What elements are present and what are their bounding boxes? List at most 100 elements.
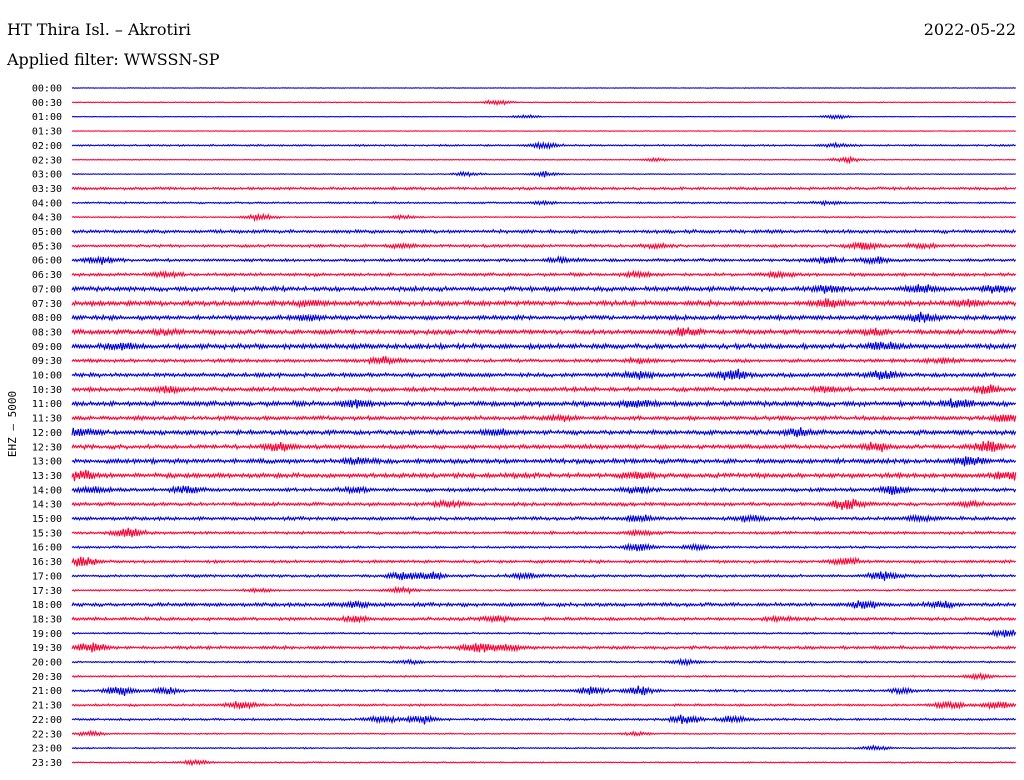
trace-1230	[71, 440, 1017, 452]
time-label: 11:30	[32, 414, 62, 425]
time-label: 13:30	[32, 471, 62, 482]
trace-0430	[71, 212, 1017, 223]
trace-1600	[71, 542, 1017, 552]
time-label: 14:00	[32, 485, 62, 496]
time-label: 17:30	[32, 586, 62, 597]
time-label: 12:30	[32, 442, 62, 453]
trace-0500	[71, 228, 1017, 235]
trace-1330	[71, 469, 1017, 482]
time-label: 02:00	[32, 141, 62, 152]
trace-0930	[71, 355, 1017, 366]
time-label: 03:00	[32, 170, 62, 181]
trace-2030	[71, 671, 1017, 681]
time-label: 19:00	[32, 629, 62, 640]
trace-0330	[71, 185, 1017, 192]
trace-1030	[71, 384, 1017, 395]
trace-1100	[71, 398, 1017, 409]
trace-0300	[71, 170, 1016, 178]
time-label: 09:00	[32, 342, 62, 353]
time-label: 00:30	[32, 98, 62, 109]
time-label: 20:30	[32, 672, 62, 683]
time-label: 07:30	[32, 299, 62, 310]
trace-0700	[71, 284, 1017, 294]
trace-1700	[71, 571, 1017, 581]
traces-group	[71, 87, 1017, 767]
trace-0800	[71, 311, 1017, 323]
trace-0730	[71, 298, 1017, 309]
time-label: 15:30	[32, 528, 62, 539]
trace-0900	[71, 341, 1017, 351]
time-label: 21:30	[32, 701, 62, 712]
trace-0600	[71, 254, 1017, 266]
trace-2100	[71, 685, 1017, 696]
trace-2330	[71, 758, 1016, 767]
trace-0530	[71, 241, 1017, 251]
trace-1630	[71, 556, 1017, 567]
time-label: 16:30	[32, 557, 62, 568]
time-label: 07:00	[32, 284, 62, 295]
time-label: 19:30	[32, 643, 62, 654]
trace-0830	[71, 327, 1017, 337]
trace-1930	[71, 642, 1017, 653]
trace-1500	[71, 513, 1017, 524]
time-label: 17:00	[32, 571, 62, 582]
trace-1200	[71, 427, 1017, 438]
time-label: 12:00	[32, 428, 62, 439]
trace-2300	[71, 744, 1016, 751]
trace-1430	[71, 498, 1017, 511]
time-label: 20:00	[32, 658, 62, 669]
trace-1800	[71, 599, 1017, 610]
trace-1000	[71, 368, 1017, 381]
station-title: HT Thira Isl. – Akrotiri	[7, 20, 191, 39]
trace-0230	[71, 155, 1017, 165]
time-label: 13:00	[32, 457, 62, 468]
time-label: 22:30	[32, 729, 62, 740]
time-label: 03:30	[32, 184, 62, 195]
trace-0000	[71, 87, 1016, 89]
time-label: 01:30	[32, 127, 62, 138]
trace-2200	[71, 714, 1017, 725]
time-label: 05:00	[32, 227, 62, 238]
time-labels-group: 00:00 00:30 01:00 01:30 02:00 02:30 03:00 03:30…	[32, 84, 62, 769]
trace-0630	[71, 269, 1017, 280]
trace-0130	[71, 130, 1016, 133]
time-label: 02:30	[32, 155, 62, 166]
time-label: 09:30	[32, 356, 62, 367]
trace-0400	[71, 199, 1017, 207]
time-label: 16:00	[32, 543, 62, 554]
time-label: 18:00	[32, 600, 62, 611]
time-label: 14:30	[32, 500, 62, 511]
time-label: 06:30	[32, 270, 62, 281]
trace-2230	[71, 729, 1017, 737]
time-label: 23:00	[32, 744, 62, 755]
time-label: 21:00	[32, 686, 62, 697]
time-label: 04:30	[32, 213, 62, 224]
time-label: 23:30	[32, 758, 62, 769]
trace-1130	[71, 413, 1017, 423]
time-label: 15:00	[32, 514, 62, 525]
trace-1530	[71, 527, 1017, 538]
trace-1400	[71, 484, 1017, 496]
time-label: 00:00	[32, 84, 62, 95]
time-label: 08:00	[32, 313, 62, 324]
time-label: 22:00	[32, 715, 62, 726]
time-label: 10:00	[32, 371, 62, 382]
trace-0030	[71, 99, 1016, 107]
trace-0200	[71, 140, 1017, 151]
trace-2000	[71, 657, 1016, 667]
time-label: 10:30	[32, 385, 62, 396]
trace-1300	[71, 456, 1017, 467]
time-label: 18:30	[32, 614, 62, 625]
time-label: 01:00	[32, 112, 62, 123]
trace-1830	[71, 614, 1017, 624]
trace-1900	[71, 629, 1017, 639]
filter-label: Applied filter: WWSSN-SP	[7, 50, 220, 69]
time-label: 05:30	[32, 241, 62, 252]
time-label: 08:30	[32, 327, 62, 338]
record-date: 2022-05-22	[923, 20, 1016, 39]
time-label: 04:00	[32, 198, 62, 209]
channel-label: EHZ – 5000	[6, 391, 19, 457]
trace-1730	[71, 585, 1017, 595]
time-label: 11:00	[32, 399, 62, 410]
